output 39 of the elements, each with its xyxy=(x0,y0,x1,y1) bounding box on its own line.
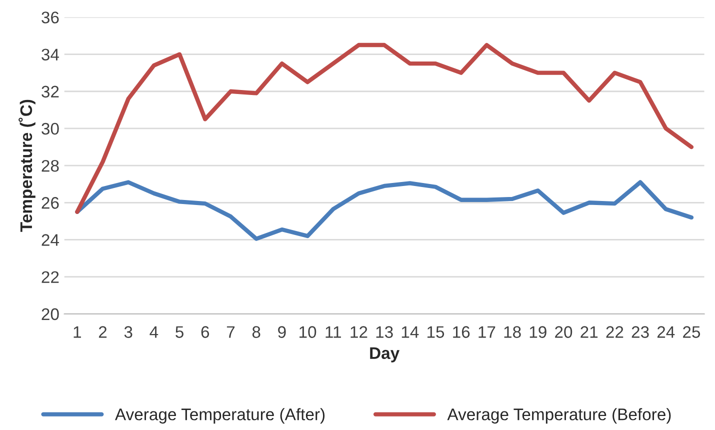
y-axis-title: Temperature (˚C) xyxy=(18,100,36,232)
y-tick-label: 26 xyxy=(42,197,59,209)
x-tick-label: 21 xyxy=(580,326,598,338)
x-tick-label: 6 xyxy=(201,326,210,338)
x-tick-label: 11 xyxy=(326,326,341,338)
x-tick-label: 23 xyxy=(632,326,649,338)
x-tick-label: 3 xyxy=(124,326,132,338)
x-tick-label: 14 xyxy=(402,326,419,338)
y-tick-label: 28 xyxy=(42,160,59,172)
x-tick-label: 5 xyxy=(176,326,184,338)
x-tick-label: 1 xyxy=(74,326,81,338)
x-tick-label: 25 xyxy=(683,326,700,338)
x-tick-label: 13 xyxy=(376,326,393,338)
y-tick-label: 20 xyxy=(42,308,59,320)
x-tick-label: 9 xyxy=(278,326,286,338)
x-tick-label: 16 xyxy=(453,326,470,338)
legend-label: Average Temperature (After) xyxy=(114,408,325,424)
y-tick-label: 30 xyxy=(42,122,59,135)
x-tick-label: 4 xyxy=(150,326,158,338)
x-tick-label: 10 xyxy=(300,326,316,338)
x-tick-label: 22 xyxy=(606,326,624,338)
y-tick-label: 34 xyxy=(42,48,60,60)
legend-label: Average Temperature (Before) xyxy=(447,408,671,424)
x-tick-label: 2 xyxy=(98,326,107,338)
y-tick-label: 22 xyxy=(42,271,59,283)
x-tick-label: 18 xyxy=(504,326,521,338)
x-tick-label: 15 xyxy=(428,326,444,338)
x-axis-title: Day xyxy=(370,347,400,362)
y-tick-label: 32 xyxy=(42,86,59,98)
x-tick-label: 19 xyxy=(530,326,546,338)
x-tick-label: 17 xyxy=(478,326,496,338)
x-tick-label: 20 xyxy=(555,326,572,338)
line-series xyxy=(75,42,694,214)
x-tick-label: 24 xyxy=(657,326,675,338)
y-tick-label: 36 xyxy=(42,12,59,24)
x-tick-label: 8 xyxy=(252,326,260,338)
x-tick-label: 7 xyxy=(226,326,235,338)
x-tick-label: 12 xyxy=(350,326,368,338)
y-tick-label: 24 xyxy=(42,234,60,246)
